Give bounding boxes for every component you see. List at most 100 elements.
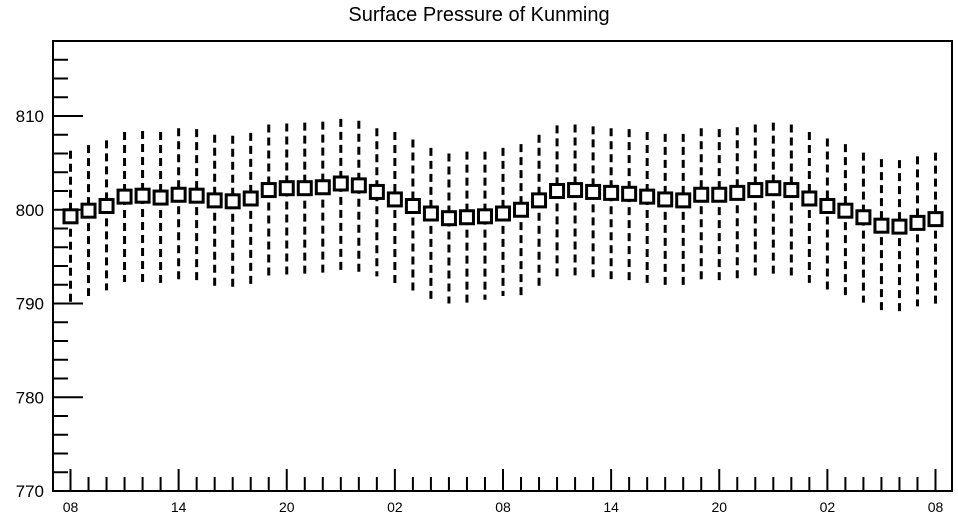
- box-marker: [98, 198, 115, 214]
- box-marker: [206, 192, 223, 209]
- box-item: [801, 131, 818, 283]
- box-item: [729, 127, 746, 280]
- box-marker: [819, 198, 836, 214]
- box-marker: [152, 189, 169, 206]
- x-tick-label: 02: [820, 499, 836, 515]
- box-marker: [422, 205, 439, 222]
- box-marker: [134, 187, 151, 204]
- box-item: [206, 134, 223, 288]
- box-item: [134, 131, 151, 282]
- box-item: [639, 131, 656, 283]
- box-item: [224, 135, 241, 289]
- x-tick-label: 08: [63, 499, 79, 515]
- box-marker: [404, 198, 421, 214]
- box-marker: [783, 182, 800, 199]
- box-marker: [801, 190, 818, 207]
- y-tick-label: 770: [16, 482, 44, 501]
- box-item: [476, 151, 493, 300]
- box-item: [891, 160, 908, 313]
- box-marker: [386, 191, 403, 208]
- chart-title: Surface Pressure of Kunming: [348, 4, 610, 26]
- box-marker: [188, 187, 205, 204]
- box-marker: [657, 191, 674, 208]
- box-item: [170, 128, 187, 281]
- box-item: [747, 124, 764, 277]
- box-marker: [368, 183, 385, 200]
- x-tick-label: 14: [171, 499, 187, 515]
- box-item: [188, 129, 205, 281]
- box-item: [531, 134, 548, 286]
- box-item: [711, 129, 728, 282]
- y-tick-label: 780: [16, 388, 44, 407]
- box-item: [909, 156, 926, 307]
- y-tick-label: 800: [16, 201, 44, 220]
- box-marker: [332, 175, 349, 192]
- box-marker: [80, 202, 97, 219]
- y-tick-label: 810: [16, 107, 44, 126]
- box-item: [603, 128, 620, 280]
- box-marker: [711, 186, 728, 203]
- box-marker: [242, 190, 259, 207]
- box-series: [62, 118, 944, 313]
- box-item: [837, 144, 854, 296]
- box-marker: [440, 210, 457, 227]
- box-item: [314, 121, 331, 273]
- x-tick-label: 08: [928, 499, 944, 515]
- box-item: [549, 125, 566, 278]
- box-marker: [476, 208, 493, 225]
- box-item: [332, 118, 349, 271]
- box-marker: [927, 211, 944, 228]
- box-item: [260, 124, 277, 278]
- box-item: [513, 144, 530, 296]
- box-marker: [513, 201, 530, 218]
- box-marker: [873, 217, 890, 234]
- box-marker: [62, 208, 79, 225]
- box-marker: [639, 188, 656, 205]
- box-item: [80, 145, 97, 296]
- x-tick-label: 02: [387, 499, 403, 515]
- box-item: [495, 147, 511, 296]
- x-tick-label: 08: [495, 499, 511, 515]
- box-item: [368, 128, 385, 277]
- box-marker: [909, 214, 926, 231]
- box-marker: [621, 185, 638, 202]
- box-item: [855, 152, 872, 303]
- box-marker: [314, 179, 331, 196]
- box-marker: [729, 184, 746, 201]
- box-marker: [458, 209, 475, 226]
- box-marker: [296, 180, 313, 197]
- box-item: [819, 138, 836, 292]
- box-marker: [116, 188, 133, 205]
- box-item: [567, 124, 584, 276]
- box-item: [422, 147, 439, 299]
- box-item: [585, 126, 602, 278]
- y-tick-label: 790: [16, 295, 44, 314]
- box-marker: [495, 205, 511, 222]
- box-marker: [278, 180, 295, 197]
- box-item: [116, 131, 133, 282]
- box-marker: [693, 186, 710, 203]
- box-item: [242, 132, 259, 285]
- x-axis: 08 14 20 02 08 14 20 02 08: [63, 469, 944, 515]
- box-marker: [350, 177, 367, 194]
- box-item: [350, 120, 367, 273]
- box-marker: [224, 193, 241, 210]
- box-marker: [603, 184, 620, 201]
- x-tick-label: 20: [279, 499, 295, 515]
- box-item: [278, 123, 295, 276]
- y-axis: 770 780 790 800 810: [16, 40, 83, 501]
- box-item: [386, 131, 403, 285]
- box-marker: [585, 183, 602, 200]
- box-marker: [855, 209, 872, 226]
- box-item: [621, 129, 638, 281]
- box-item: [296, 122, 313, 275]
- box-item: [657, 133, 674, 286]
- box-item: [458, 151, 475, 303]
- box-item: [675, 133, 692, 288]
- box-item: [62, 150, 79, 304]
- box-marker: [765, 180, 782, 197]
- box-item: [440, 153, 457, 304]
- box-marker: [549, 183, 566, 199]
- box-item: [98, 140, 115, 291]
- box-item: [927, 152, 944, 305]
